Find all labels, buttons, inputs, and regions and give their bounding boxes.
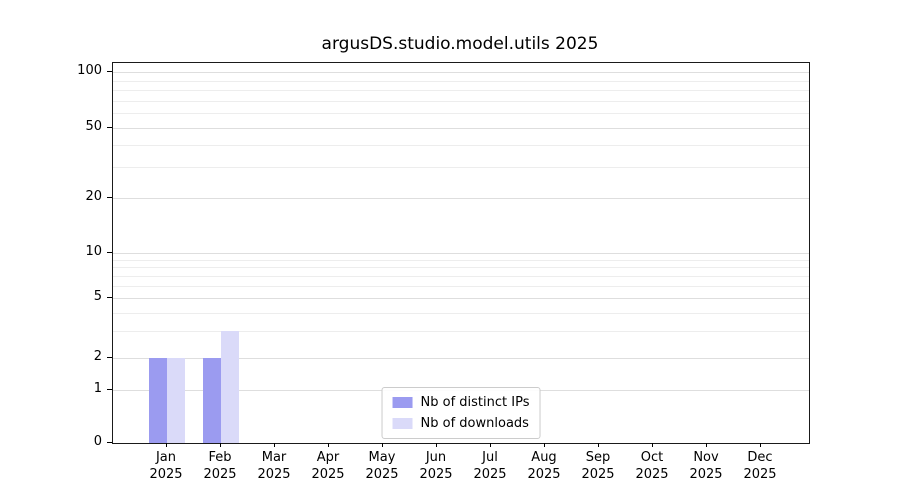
bar-jan-downloads	[167, 358, 185, 443]
x-tick-label-oct: Oct 2025	[635, 450, 669, 482]
y-tick-label-100: 100	[77, 63, 102, 78]
bar-jan-distinct-ips	[149, 358, 167, 443]
y-tick-mark-2	[107, 357, 112, 358]
gridline-y-5	[113, 298, 809, 299]
y-tick-label-20: 20	[85, 189, 102, 204]
chart-title: argusDS.studio.model.utils 2025	[321, 34, 599, 54]
legend-item-distinct-ips: Nb of distinct IPs	[392, 395, 530, 410]
x-tick-mark-nov	[706, 443, 707, 447]
gridline-y-7	[113, 276, 809, 278]
x-tick-label-feb: Feb 2025	[203, 450, 237, 482]
y-tick-mark-10	[107, 252, 112, 253]
y-tick-mark-0	[107, 442, 112, 443]
y-tick-mark-5	[107, 297, 112, 298]
x-tick-label-sep: Sep 2025	[581, 450, 615, 482]
gridline-y-4	[113, 312, 809, 314]
gridline-y-3	[113, 331, 809, 333]
x-tick-mark-apr	[328, 443, 329, 447]
y-tick-mark-50	[107, 127, 112, 128]
x-tick-mark-jun	[436, 443, 437, 447]
x-tick-mark-aug	[544, 443, 545, 447]
x-tick-label-jan: Jan 2025	[149, 450, 183, 482]
x-tick-mark-feb	[220, 443, 221, 447]
gridline-y-10	[113, 253, 809, 254]
gridline-y-9	[113, 259, 809, 261]
x-tick-label-apr: Apr 2025	[311, 450, 345, 482]
bar-feb-downloads	[221, 331, 239, 443]
x-tick-label-mar: Mar 2025	[257, 450, 291, 482]
y-tick-label-50: 50	[85, 119, 102, 134]
x-tick-mark-oct	[652, 443, 653, 447]
x-tick-mark-jan	[166, 443, 167, 447]
y-tick-label-5: 5	[93, 289, 102, 304]
gridline-y-80	[113, 90, 809, 92]
legend-swatch-downloads	[392, 418, 413, 429]
plot-area: Nb of distinct IPs Nb of downloads	[112, 62, 810, 444]
x-tick-mark-may	[382, 443, 383, 447]
gridline-y-6	[113, 286, 809, 288]
gridline-y-100	[113, 72, 809, 73]
gridline-y-30	[113, 167, 809, 169]
y-tick-label-10: 10	[85, 244, 102, 259]
x-tick-label-aug: Aug 2025	[527, 450, 561, 482]
y-tick-label-2: 2	[93, 349, 102, 364]
x-tick-label-may: May 2025	[365, 450, 399, 482]
y-tick-label-0: 0	[93, 434, 102, 449]
gridline-y-60	[113, 113, 809, 115]
x-tick-mark-jul	[490, 443, 491, 447]
gridline-y-40	[113, 145, 809, 147]
x-tick-label-dec: Dec 2025	[743, 450, 777, 482]
x-tick-mark-dec	[760, 443, 761, 447]
gridline-y-2	[113, 358, 809, 359]
legend-label-downloads: Nb of downloads	[420, 416, 529, 431]
x-tick-label-nov: Nov 2025	[689, 450, 723, 482]
bar-feb-distinct-ips	[203, 358, 221, 443]
gridline-y-90	[113, 80, 809, 82]
x-tick-mark-mar	[274, 443, 275, 447]
legend-label-distinct-ips: Nb of distinct IPs	[420, 395, 530, 410]
gridline-y-8	[113, 267, 809, 269]
gridline-y-50	[113, 128, 809, 129]
y-tick-label-1: 1	[93, 381, 102, 396]
y-tick-mark-1	[107, 389, 112, 390]
gridline-y-70	[113, 100, 809, 102]
x-tick-label-jun: Jun 2025	[419, 450, 453, 482]
x-tick-mark-sep	[598, 443, 599, 447]
y-tick-mark-100	[107, 71, 112, 72]
x-tick-label-jul: Jul 2025	[473, 450, 507, 482]
legend-item-downloads: Nb of downloads	[392, 416, 530, 431]
y-tick-mark-20	[107, 197, 112, 198]
gridline-y-20	[113, 198, 809, 199]
legend: Nb of distinct IPs Nb of downloads	[381, 387, 541, 439]
legend-swatch-distinct-ips	[392, 397, 413, 408]
